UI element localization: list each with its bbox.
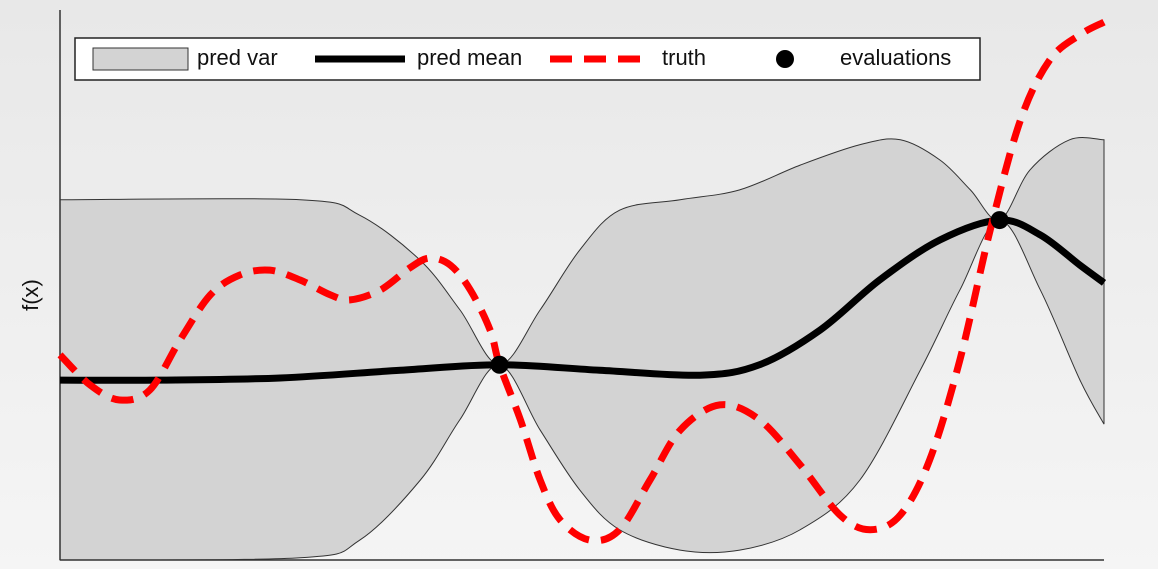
legend-label: evaluations [840, 45, 951, 70]
legend-marker [776, 50, 794, 68]
legend-box [74, 37, 981, 81]
evaluation-point [990, 211, 1009, 230]
legend-swatch [92, 47, 189, 71]
line-solid [59, 216, 1107, 384]
line-dashed [57, 18, 1106, 545]
legend-label: pred var [197, 45, 278, 70]
y-axis-label: f(x) [18, 279, 43, 311]
evaluation-point [490, 355, 509, 374]
legend-label: pred mean [417, 45, 522, 70]
variance-band [59, 137, 1105, 561]
legend-label: truth [662, 45, 706, 70]
